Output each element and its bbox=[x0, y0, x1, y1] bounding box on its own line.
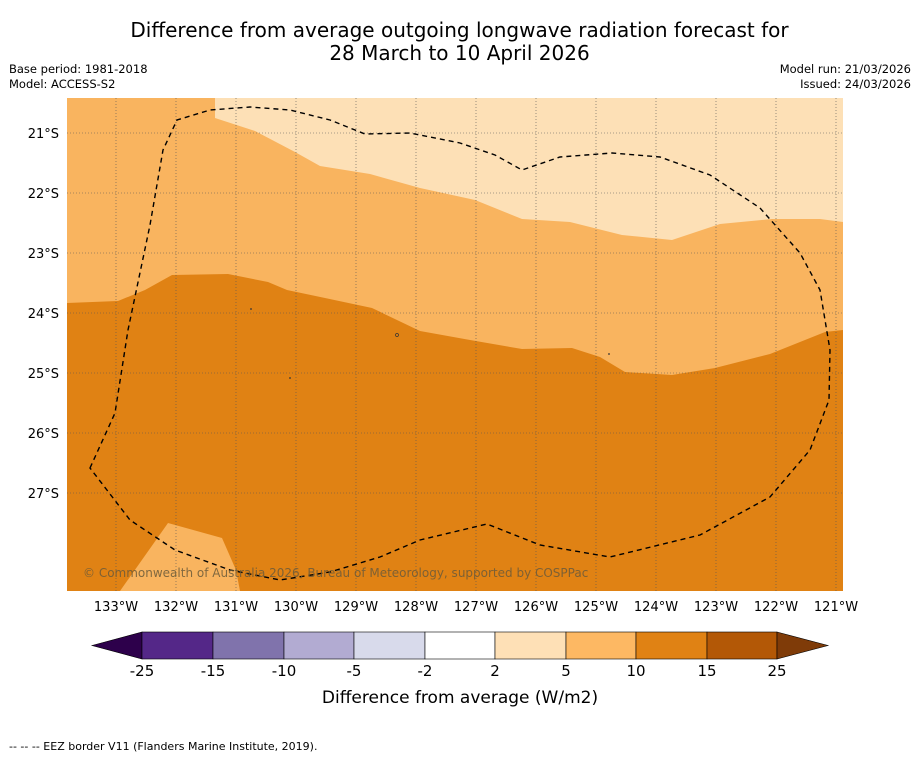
lon-label: 124°W bbox=[634, 600, 678, 615]
chart-title: Difference from average outgoing longwav… bbox=[0, 19, 919, 65]
colorbar-tick-label: -2 bbox=[418, 662, 433, 680]
lon-label: 125°W bbox=[574, 600, 618, 615]
lat-label: 23°S bbox=[28, 247, 59, 262]
lon-label: 131°W bbox=[214, 600, 258, 615]
lat-label: 26°S bbox=[28, 427, 59, 442]
map-fill bbox=[67, 98, 843, 591]
lat-label: 25°S bbox=[28, 367, 59, 382]
lat-label: 24°S bbox=[28, 307, 59, 322]
colorbar-box bbox=[283, 631, 355, 660]
lon-label: 122°W bbox=[754, 600, 798, 615]
colorbar-tick-label: -15 bbox=[201, 662, 226, 680]
colorbar-tick-label: -5 bbox=[347, 662, 362, 680]
colorbar-box bbox=[141, 631, 214, 660]
grid-lines bbox=[67, 98, 843, 591]
island-dot bbox=[250, 308, 252, 310]
colorbar-tick-label: -25 bbox=[130, 662, 155, 680]
meta-right: Model run: 21/03/2026 Issued: 24/03/2026 bbox=[780, 62, 911, 92]
zone-5-10-southwest bbox=[120, 523, 240, 591]
model-run: Model run: 21/03/2026 bbox=[779, 62, 911, 76]
colorbar-tick-label: 25 bbox=[767, 662, 786, 680]
copyright-text: © Commonwealth of Australia 2026, Bureau… bbox=[83, 566, 588, 580]
lat-label: 27°S bbox=[28, 487, 59, 502]
issued-date: Issued: 24/03/2026 bbox=[800, 77, 911, 91]
lat-label: 22°S bbox=[28, 187, 59, 202]
colorbar-tick-label: 15 bbox=[697, 662, 716, 680]
lon-label: 133°W bbox=[94, 600, 138, 615]
lon-label: 128°W bbox=[394, 600, 438, 615]
colorbar-box bbox=[353, 631, 426, 660]
island-dot bbox=[608, 353, 610, 355]
colorbar-tick-label: 5 bbox=[561, 662, 571, 680]
colorbar-ticks: -25 -15 -10 -5 -2 2 5 10 15 25 bbox=[130, 662, 787, 680]
colorbar-extend-high bbox=[776, 631, 830, 660]
lon-label: 127°W bbox=[454, 600, 498, 615]
lat-label: 21°S bbox=[28, 127, 59, 142]
colorbar-box bbox=[494, 631, 567, 660]
title-line-1: Difference from average outgoing longwav… bbox=[130, 18, 789, 42]
colorbar-box bbox=[635, 631, 708, 660]
footnote: -- -- -- EEZ border V11 (Flanders Marine… bbox=[9, 740, 318, 753]
lon-labels: 133°W 132°W 131°W 130°W 129°W 128°W 127°… bbox=[94, 600, 858, 615]
colorbar-box bbox=[212, 631, 285, 660]
colorbar-box bbox=[706, 631, 778, 660]
lon-label: 121°W bbox=[814, 600, 858, 615]
lat-labels: 21°S 22°S 23°S 24°S 25°S 26°S 27°S bbox=[28, 127, 59, 502]
colorbar-box bbox=[424, 631, 496, 660]
title-line-2: 28 March to 10 April 2026 bbox=[329, 41, 590, 65]
lon-label: 132°W bbox=[154, 600, 198, 615]
lon-label: 126°W bbox=[514, 600, 558, 615]
lon-label: 130°W bbox=[274, 600, 318, 615]
island-dot bbox=[395, 333, 399, 337]
lon-label: 129°W bbox=[334, 600, 378, 615]
colorbar-boxes bbox=[90, 631, 830, 660]
colorbar-tick-label: -10 bbox=[272, 662, 297, 680]
meta-left: Base period: 1981-2018 Model: ACCESS-S2 bbox=[9, 62, 148, 92]
colorbar-box bbox=[565, 631, 637, 660]
eez-border bbox=[89, 106, 831, 581]
island-dot bbox=[289, 377, 291, 379]
lon-label: 123°W bbox=[694, 600, 738, 615]
colorbar-tick-label: 2 bbox=[490, 662, 500, 680]
colorbar-label: Difference from average (W/m2) bbox=[322, 688, 598, 708]
model-name: Model: ACCESS-S2 bbox=[9, 77, 116, 91]
colorbar-extend-low bbox=[90, 631, 143, 660]
base-period: Base period: 1981-2018 bbox=[9, 62, 148, 76]
colorbar-tick-label: 10 bbox=[626, 662, 645, 680]
